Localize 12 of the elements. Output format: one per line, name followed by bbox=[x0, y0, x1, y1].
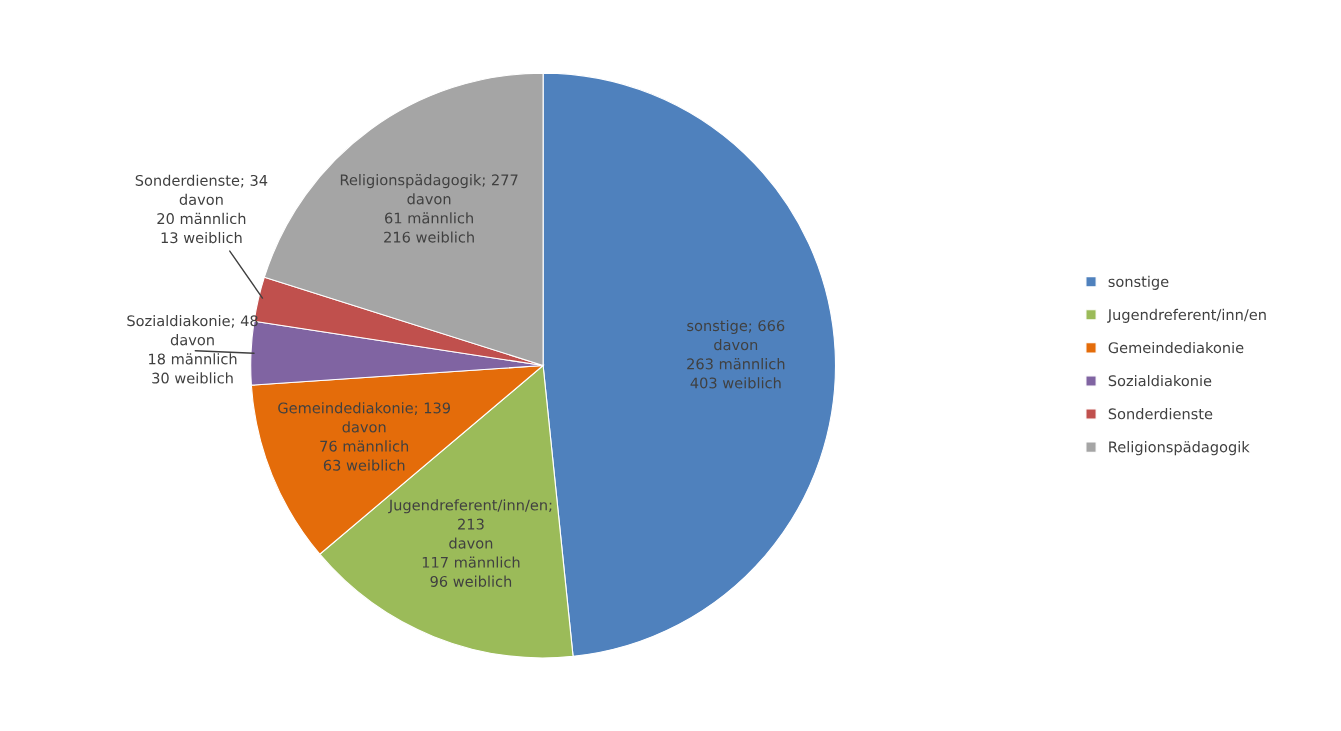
legend-label: Jugendreferent/inn/en bbox=[1107, 308, 1266, 323]
legend-label: Sonderdienste bbox=[1108, 408, 1213, 420]
data-label: sonstige; 666 davon 263 männlich 403 weiblich bbox=[687, 319, 785, 389]
legend-label: Gemeindediakonie bbox=[1108, 341, 1244, 354]
data-label: Gemeindediakonie; 139 davon 76 männlich 63 weiblich bbox=[278, 402, 451, 471]
data-label: Religionspädagogik; 277 davon 61 männlich 216 weiblich bbox=[340, 174, 518, 243]
data-label: Sozialdiakonie; 48 davon 18 männlich 30 weiblich bbox=[127, 314, 258, 384]
legend-label: Religionspädagogik bbox=[1109, 441, 1250, 456]
legend-label: sonstige bbox=[1108, 275, 1169, 290]
data-label: Sonderdienste; 34 davon 20 männlich 13 weiblich bbox=[135, 174, 268, 244]
legend-label: Sozialdiakonie bbox=[1108, 374, 1212, 387]
data-label: Jugendreferent/inn/en; 213 davon 117 männlich 96 weiblich bbox=[388, 499, 552, 587]
